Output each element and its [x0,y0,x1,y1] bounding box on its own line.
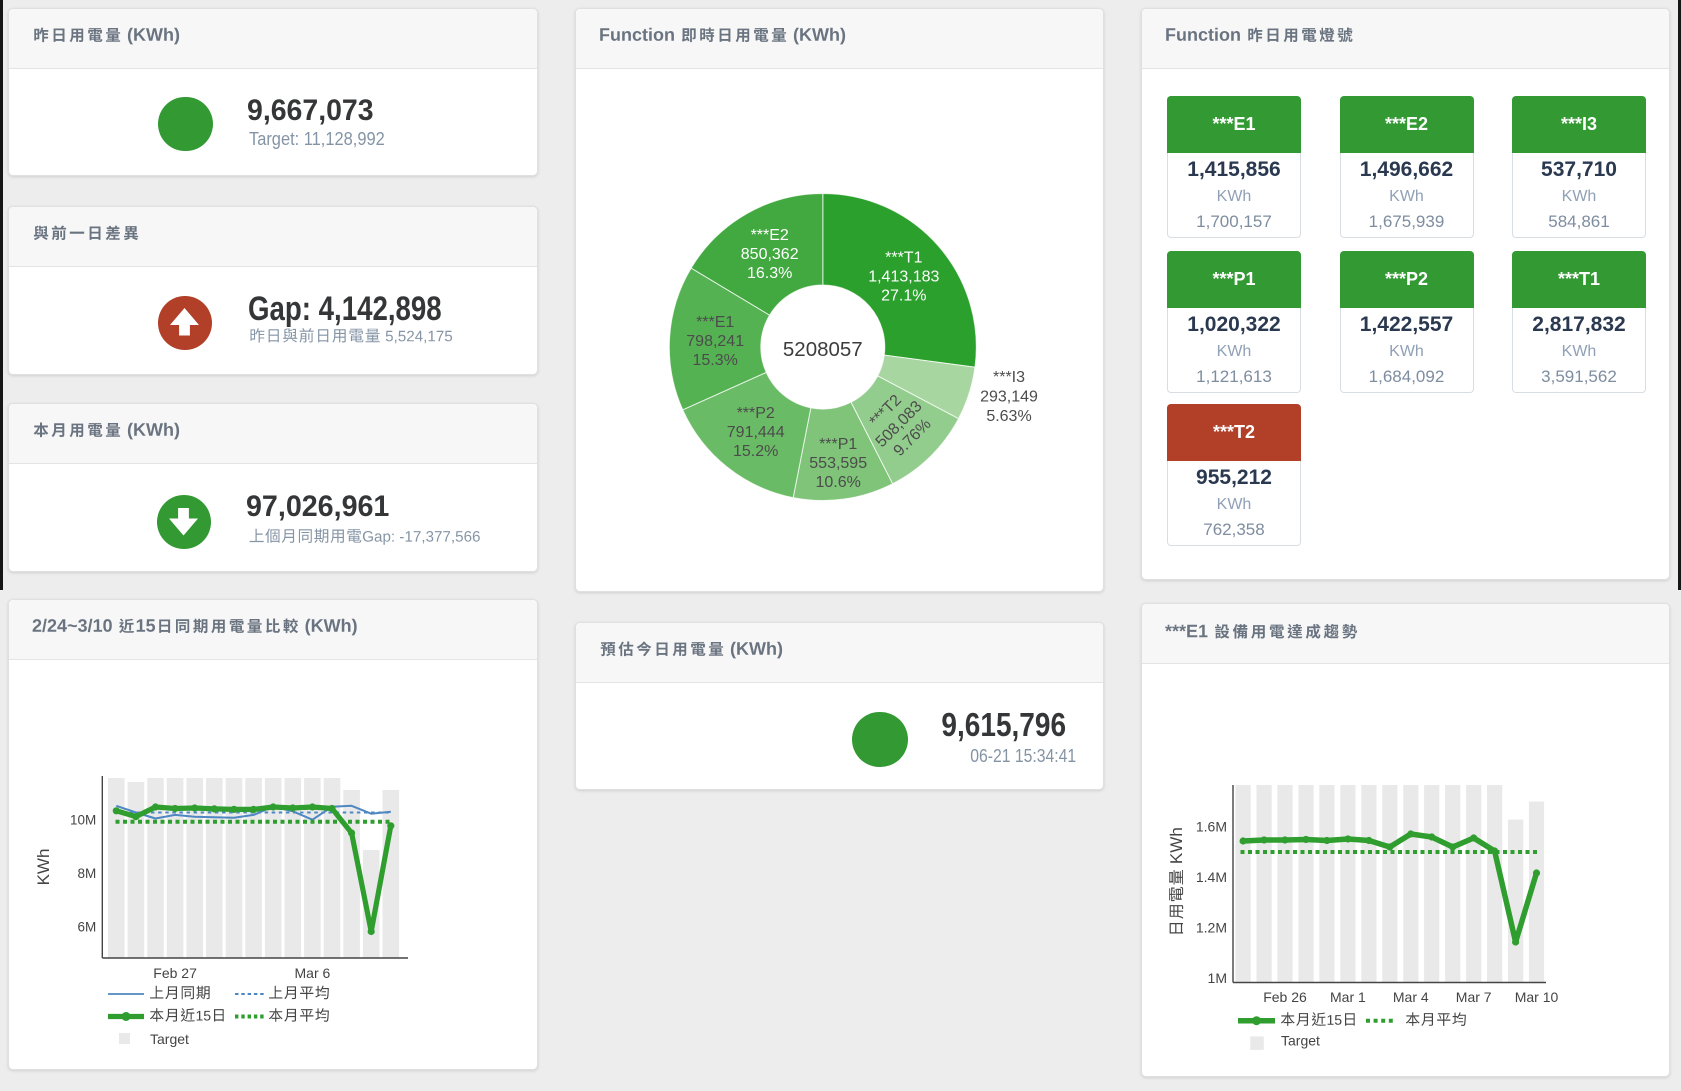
svg-text:Feb 26: Feb 26 [1263,989,1307,1005]
svg-text:10M: 10M [70,812,96,827]
svg-text:KWh: KWh [34,849,53,886]
svg-text:1.6M: 1.6M [1196,818,1227,834]
svg-text:Feb 27: Feb 27 [153,965,197,981]
svg-text:Mar 10: Mar 10 [1515,989,1559,1005]
svg-text:Mar 4: Mar 4 [1393,989,1429,1005]
svg-text:Mar 7: Mar 7 [1456,989,1492,1005]
svg-text:6M: 6M [78,920,97,935]
svg-text:8M: 8M [78,866,97,881]
svg-text:1M: 1M [1208,970,1227,986]
svg-text:Mar 6: Mar 6 [295,965,331,981]
svg-text:Target: Target [1281,1033,1320,1049]
svg-text:Mar 1: Mar 1 [1330,989,1366,1005]
svg-text:1.2M: 1.2M [1196,919,1227,935]
svg-text:1.4M: 1.4M [1196,869,1227,885]
svg-text:5208057: 5208057 [783,338,863,361]
svg-text:Target: Target [150,1031,189,1047]
